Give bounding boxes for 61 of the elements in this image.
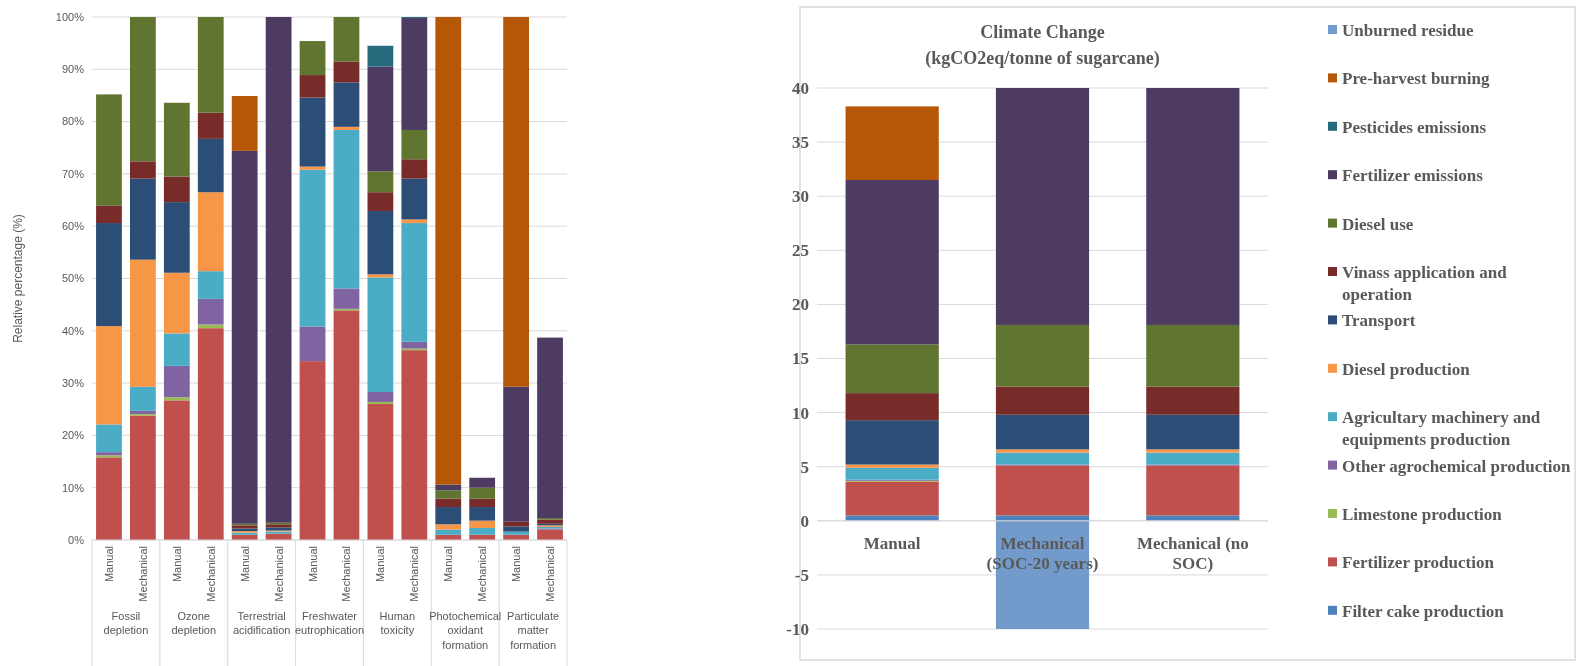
legend-label: Diesel use bbox=[1342, 214, 1414, 234]
text: Particulate matter formation bbox=[507, 610, 560, 651]
legend-label: Limestone production bbox=[1342, 504, 1503, 524]
y-tick-label: 30 bbox=[792, 187, 809, 207]
y-tick-label: 80% bbox=[61, 115, 85, 128]
y-tick-label: 10% bbox=[61, 481, 85, 494]
y-tick-label: 60% bbox=[61, 220, 85, 233]
chart-title: Climate Change bbox=[980, 22, 1105, 42]
legend-label: Unburned residue bbox=[1342, 20, 1474, 40]
text: Freshwater eutrophication bbox=[294, 610, 365, 637]
x-tick-label: Mechanical (no SOC) bbox=[1136, 533, 1249, 574]
y-tick-label: 30% bbox=[61, 376, 85, 389]
x-tick-label: Manual bbox=[306, 546, 319, 583]
y-tick-label: 70% bbox=[61, 167, 85, 180]
text: Ozone depletion bbox=[171, 610, 217, 637]
x-tick-label: Manual bbox=[863, 533, 921, 553]
x-tick-label: Mechanical bbox=[272, 546, 285, 602]
x-tick-label: Mechanical bbox=[476, 546, 489, 602]
legend-label: Fertilizer emissions bbox=[1342, 166, 1484, 186]
y-tick-label: 5 bbox=[800, 457, 809, 477]
y-tick-label: 0 bbox=[800, 511, 809, 531]
legend-label: Fertilizer production bbox=[1342, 553, 1495, 573]
legend-label: Filter cake production bbox=[1342, 601, 1505, 621]
text: Photochemical oxidant formation bbox=[429, 610, 502, 651]
y-tick-label: 90% bbox=[61, 63, 85, 76]
chart-subtitle: (kgCO2eq/tonne of sugarcane) bbox=[925, 48, 1160, 69]
legend-label: Pre-harvest burning bbox=[1342, 69, 1490, 89]
y-tick-label: 35 bbox=[792, 133, 809, 153]
x-tick-label: Mechanical bbox=[544, 546, 557, 602]
y-tick-label: -10 bbox=[786, 619, 809, 639]
y-tick-label: 40 bbox=[792, 78, 809, 98]
legend-label: Vinass application and operation bbox=[1342, 262, 1508, 305]
y-tick-label: -5 bbox=[794, 565, 809, 585]
y-tick-label: 20 bbox=[792, 295, 809, 315]
x-tick-label: Manual bbox=[170, 546, 183, 583]
x-tick-label: Mechanical bbox=[204, 546, 217, 602]
legend-label: Transport bbox=[1342, 311, 1416, 331]
text: Fossil depletion bbox=[103, 610, 149, 637]
y-tick-label: 20% bbox=[61, 429, 85, 442]
text: Human toxicity bbox=[379, 610, 416, 637]
y-tick-label: 100% bbox=[55, 10, 85, 23]
y-tick-label: 10 bbox=[792, 403, 809, 423]
legend-label: Diesel production bbox=[1342, 359, 1471, 379]
x-tick-label: Manual bbox=[442, 546, 455, 583]
x-tick-label: Mechanical bbox=[136, 546, 149, 602]
legend-label: Agricultary machinery and equipments production bbox=[1342, 408, 1541, 450]
legend-label: Other agrochemical production bbox=[1342, 456, 1572, 476]
y-tick-label: 50% bbox=[61, 272, 85, 285]
y-tick-label: 15 bbox=[792, 349, 809, 369]
x-tick-label: Manual bbox=[510, 546, 523, 583]
x-tick-label: Manual bbox=[102, 546, 115, 583]
text: Terrestrial acidification bbox=[232, 610, 291, 637]
y-tick-label: 0% bbox=[68, 533, 85, 546]
x-tick-label: Manual bbox=[238, 546, 251, 583]
legend-label: Pesticides emissions bbox=[1342, 117, 1487, 137]
y-tick-label: 25 bbox=[792, 241, 809, 261]
x-tick-label: Mechanical bbox=[408, 546, 421, 602]
x-tick-label: Manual bbox=[374, 546, 387, 583]
x-tick-label: Mechanical bbox=[340, 546, 353, 602]
y-tick-label: 40% bbox=[61, 324, 85, 337]
y-axis-title: Relative percentage (%) bbox=[11, 214, 25, 343]
